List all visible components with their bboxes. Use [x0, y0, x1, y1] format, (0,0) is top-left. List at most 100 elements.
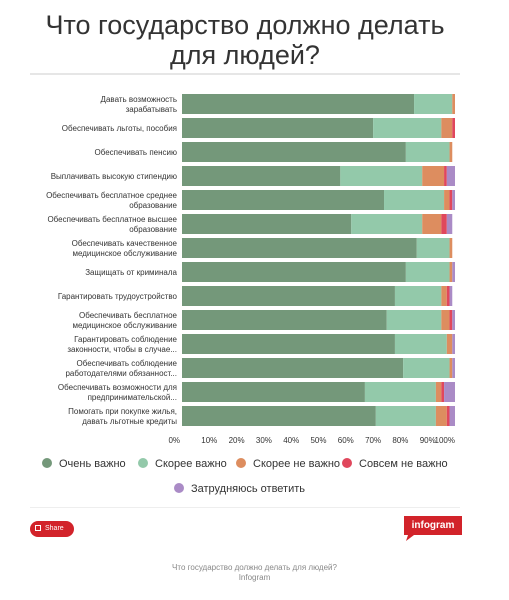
bar-segment-6-series-4	[441, 214, 447, 234]
bar-segment-14-series-3	[435, 406, 447, 426]
bar-segment-10-series-4	[449, 310, 453, 330]
caption-title[interactable]: Что государство должно делать для людей?	[172, 563, 337, 572]
bar-segment-10-series-2	[386, 310, 442, 330]
category-label-13: Обеспечивать возможности для предпринимат…	[58, 383, 177, 402]
bar-segment-5-series-2	[384, 190, 445, 210]
legend-item-5[interactable]: Затрудняюсь ответить	[174, 483, 305, 495]
category-label-11: Гарантировать соблюдение законности, чтоб…	[67, 335, 177, 354]
legend-label: Скорее не важно	[253, 458, 341, 470]
bar-segment-13-series-1	[182, 382, 365, 402]
legend-label: Совсем не важно	[359, 458, 448, 470]
x-tick-label-5: 50%	[310, 436, 326, 445]
caption-source[interactable]: Infogram	[238, 573, 271, 582]
category-label-10: Обеспечивать бесплатное медицинское обслу…	[72, 311, 177, 330]
bar-segment-8-series-2	[405, 262, 450, 282]
bar-segment-11-series-2	[394, 334, 447, 354]
bar-segment-2-series-2	[373, 118, 442, 138]
bar-segment-9-series-3	[441, 286, 447, 306]
bar-segment-5-series-4	[449, 190, 453, 210]
category-label-8: Защищать от криминала	[85, 268, 177, 277]
bar-segment-14-series-5	[449, 406, 455, 426]
bar-segment-11-series-1	[182, 334, 395, 354]
bar-segment-3-series-1	[182, 142, 406, 162]
bar-segment-6-series-3	[422, 214, 442, 234]
chart-title: Что государство должно делать для людей?	[30, 10, 460, 70]
bar-segment-4-series-4	[444, 166, 447, 186]
x-tick-label-1: 10%	[201, 436, 217, 445]
x-tick-label-8: 80%	[392, 436, 408, 445]
legend-label: Скорее важно	[155, 458, 227, 470]
x-tick-label-6: 60%	[338, 436, 354, 445]
bar-segment-13-series-5	[444, 382, 455, 402]
legend-swatch	[236, 458, 246, 468]
category-label-5: Обеспечивать бесплатное среднее образован…	[46, 191, 177, 210]
category-label-12: Обеспечивать соблюдение работодателями об…	[65, 359, 177, 378]
category-label-3: Обеспечивать пенсию	[95, 148, 177, 157]
bar-segment-9-series-5	[449, 286, 453, 306]
infogram-logo[interactable]: infogram	[404, 516, 462, 541]
bar-segment-5-series-5	[452, 190, 455, 210]
bar-segment-5-series-3	[444, 190, 450, 210]
legend-swatch	[42, 458, 52, 468]
bar-segment-11-series-5	[452, 334, 455, 354]
bar-segment-13-series-3	[435, 382, 442, 402]
bar-segment-14-series-2	[375, 406, 436, 426]
footer-divider	[30, 507, 460, 508]
bar-segment-3-series-2	[405, 142, 450, 162]
legend-swatch	[342, 458, 352, 468]
category-label-4: Выплачивать высокую стипендию	[51, 172, 177, 181]
bar-segment-2-series-4	[452, 118, 455, 138]
bar-segment-3-series-3	[449, 142, 453, 162]
bar-segment-4-series-1	[182, 166, 341, 186]
legend-swatch	[138, 458, 148, 468]
bar-segment-8-series-1	[182, 262, 406, 282]
bar-segment-10-series-5	[452, 310, 455, 330]
legend-label: Очень важно	[59, 458, 126, 470]
x-tick-label-0: 0%	[168, 436, 180, 445]
share-button[interactable]: Share	[30, 521, 74, 537]
bar-segment-13-series-4	[441, 382, 445, 402]
bar-segment-11-series-3	[446, 334, 453, 354]
category-label-7: Обеспечивать качественное медицинское обс…	[72, 239, 178, 258]
category-label-1: Давать возможность зарабатывать	[101, 95, 177, 114]
bar-segment-6-series-1	[182, 214, 352, 234]
bar-segment-1-series-2	[414, 94, 453, 114]
bar-segment-12-series-2	[403, 358, 450, 378]
bar-segment-4-series-3	[422, 166, 445, 186]
x-tick-label-3: 30%	[256, 436, 272, 445]
bar-segment-9-series-1	[182, 286, 395, 306]
category-label-2: Обеспечивать льготы, пособия	[62, 124, 177, 133]
x-tick-label-2: 20%	[229, 436, 245, 445]
chart-title-line-1: Что государство должно делать	[45, 10, 445, 40]
logo-label: infogram	[411, 520, 455, 531]
category-label-9: Гарантировать трудоустройство	[58, 292, 178, 301]
bar-segment-8-series-3	[449, 262, 453, 282]
bar-segment-7-series-3	[449, 238, 453, 258]
legend-item-3[interactable]: Скорее не важно	[236, 458, 340, 470]
legend-item-4[interactable]: Совсем не важно	[342, 458, 448, 470]
bar-segment-2-series-1	[182, 118, 374, 138]
bar-segment-12-series-5	[452, 358, 455, 378]
legend-item-2[interactable]: Скорее важно	[138, 458, 227, 470]
x-tick-label-9: 90%	[420, 436, 436, 445]
share-icon	[35, 525, 41, 531]
bar-segment-13-series-2	[364, 382, 436, 402]
bar-segment-14-series-1	[182, 406, 376, 426]
logo-badge	[404, 516, 462, 541]
stacked-bar-chart: Давать возможность зарабатывать Обеспечива…	[46, 94, 455, 445]
bar-segment-9-series-2	[394, 286, 442, 306]
x-tick-label-7: 70%	[365, 436, 381, 445]
category-label-6: Обеспечивать бесплатное высшее образовани…	[47, 215, 177, 234]
bar-segment-6-series-5	[446, 214, 453, 234]
bar-segment-12-series-3	[449, 358, 453, 378]
legend-item-1[interactable]: Очень важно	[42, 458, 126, 470]
x-tick-label-10: 100%	[435, 436, 455, 445]
bar-segment-1-series-3	[452, 94, 455, 114]
share-label: Share	[45, 525, 64, 532]
bar-segment-9-series-4	[446, 286, 450, 306]
bar-segment-4-series-5	[446, 166, 455, 186]
bar-segment-6-series-2	[351, 214, 423, 234]
bar-segment-4-series-2	[340, 166, 423, 186]
bar-segment-10-series-3	[441, 310, 450, 330]
embed-caption: Что государство должно делать для людей?…	[0, 563, 509, 583]
